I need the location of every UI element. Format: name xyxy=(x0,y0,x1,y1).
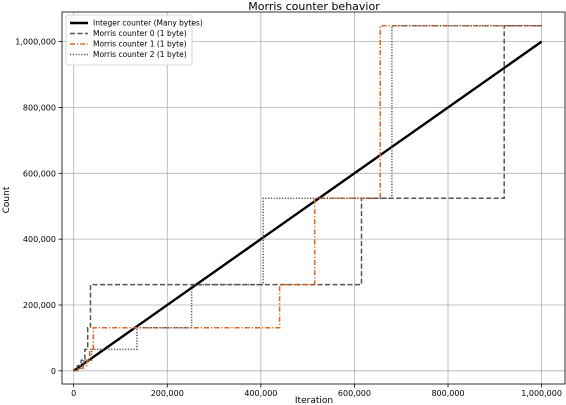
x-tick-label: 800,000 xyxy=(431,389,464,398)
series-line-0 xyxy=(73,40,543,372)
y-axis-label: Count xyxy=(2,186,12,213)
series-line-1 xyxy=(73,25,542,372)
axis-ticks: 0 200,000 400,000 600,000 800,000 1,000,000 0 2… xyxy=(15,38,562,398)
y-tick-label: 400,000 xyxy=(23,235,56,244)
plot-frame xyxy=(61,11,566,385)
y-tick-label: 0 xyxy=(51,367,56,376)
legend-label: Morris counter 0 (1 byte) xyxy=(93,29,187,38)
y-tick-label: 800,000 xyxy=(23,103,56,112)
y-tick-label: 1,000,000 xyxy=(15,38,56,47)
series-group xyxy=(73,25,543,372)
series-line-2 xyxy=(73,25,542,372)
legend: Integer counter (Many bytes)Morris count… xyxy=(65,14,203,66)
legend-label: Morris counter 2 (1 byte) xyxy=(93,50,187,59)
y-tick-label: 200,000 xyxy=(23,301,56,310)
x-tick-label: 0 xyxy=(71,389,76,398)
legend-box xyxy=(65,14,193,66)
y-tick-label: 600,000 xyxy=(23,169,56,178)
x-tick-label: 600,000 xyxy=(338,389,371,398)
legend-label: Integer counter (Many bytes) xyxy=(93,19,203,28)
x-axis-label: Iteration xyxy=(295,396,333,405)
chart-title: Morris counter behavior xyxy=(248,0,380,13)
x-tick-label: 400,000 xyxy=(244,389,277,398)
x-tick-label: 1,000,000 xyxy=(521,389,562,398)
legend-label: Morris counter 1 (1 byte) xyxy=(93,40,187,49)
grid-lines xyxy=(62,12,565,384)
series-line-3 xyxy=(73,25,542,372)
x-tick-label: 200,000 xyxy=(151,389,184,398)
